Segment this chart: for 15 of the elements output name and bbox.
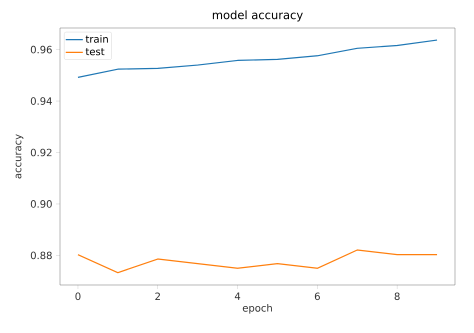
x-tick-label: 2	[155, 292, 160, 300]
y-tick-label: 0.92	[30, 148, 52, 156]
x-tick-label: 0	[75, 292, 80, 300]
y-axis-title: accuracy	[16, 134, 24, 178]
x-tick-label: 6	[314, 292, 320, 300]
y-tick-label: 0.94	[30, 97, 52, 105]
y-tick-label: 0.96	[30, 46, 52, 54]
chart-title: model accuracy	[212, 10, 303, 22]
x-axis-title: epoch	[242, 304, 272, 314]
y-tick-label: 0.88	[30, 252, 52, 260]
legend-label: test	[86, 48, 104, 56]
legend-label: train	[86, 35, 108, 43]
y-tick-label: 0.90	[30, 200, 52, 208]
x-tick-label: 8	[394, 292, 400, 300]
x-tick-label: 4	[234, 292, 240, 300]
